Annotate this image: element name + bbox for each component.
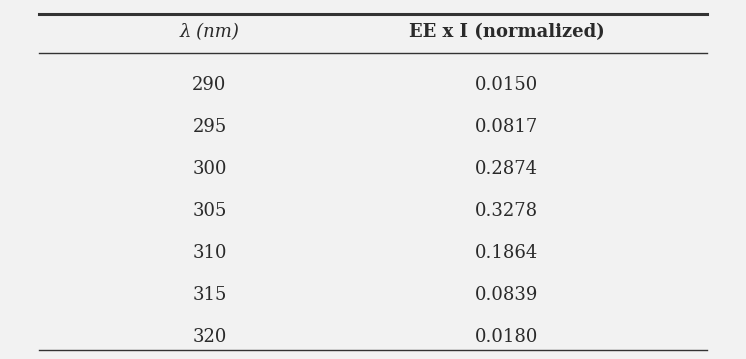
Text: 0.0839: 0.0839 [475, 286, 539, 304]
Text: λ (nm): λ (nm) [180, 23, 239, 41]
Text: 295: 295 [192, 118, 227, 136]
Text: 0.0180: 0.0180 [475, 328, 539, 346]
Text: EE x I (normalized): EE x I (normalized) [409, 23, 605, 41]
Text: 290: 290 [192, 76, 227, 94]
Text: 315: 315 [192, 286, 227, 304]
Text: 305: 305 [192, 202, 227, 220]
Text: 310: 310 [192, 244, 227, 262]
Text: 0.1864: 0.1864 [475, 244, 539, 262]
Text: 0.2874: 0.2874 [475, 160, 539, 178]
Text: 320: 320 [192, 328, 227, 346]
Text: 0.0150: 0.0150 [475, 76, 539, 94]
Text: 0.3278: 0.3278 [475, 202, 539, 220]
Text: 300: 300 [192, 160, 227, 178]
Text: 0.0817: 0.0817 [475, 118, 539, 136]
